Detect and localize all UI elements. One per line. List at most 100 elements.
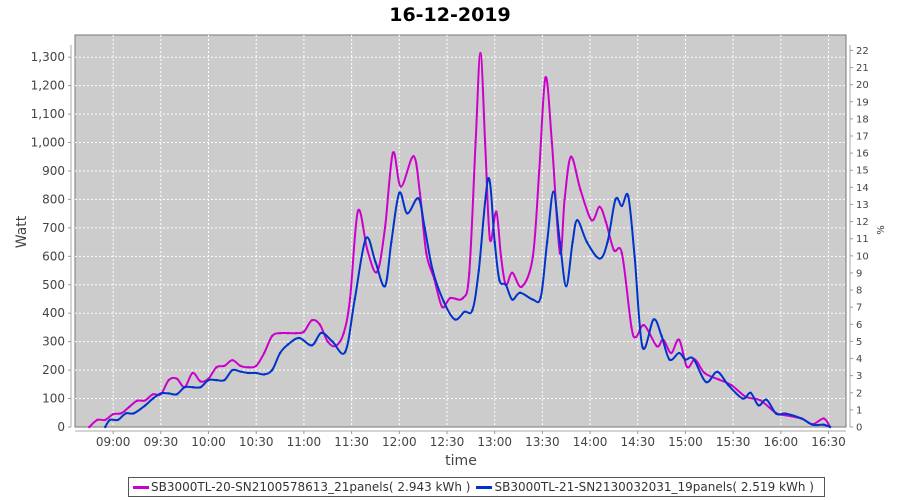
data-point	[652, 318, 655, 321]
data-point	[239, 364, 242, 368]
data-point	[544, 76, 547, 79]
data-point	[116, 418, 120, 422]
data-point	[531, 255, 535, 259]
data-point	[302, 330, 306, 333]
data-point	[239, 370, 242, 373]
data-point	[310, 344, 314, 347]
data-point	[692, 357, 695, 360]
data-point	[569, 155, 573, 158]
x-tick-label: 10:30	[239, 435, 274, 449]
data-point	[406, 212, 409, 215]
y-tick-label: 1,200	[31, 79, 65, 93]
data-point	[800, 417, 803, 420]
data-point	[344, 350, 347, 354]
data-point	[641, 345, 644, 349]
data-point	[223, 378, 226, 382]
data-point	[590, 218, 593, 222]
y2-tick-label: 11	[856, 234, 869, 245]
data-point	[441, 305, 444, 309]
data-point	[518, 291, 522, 294]
data-point	[811, 423, 814, 426]
data-point	[655, 345, 659, 348]
data-point	[215, 366, 218, 369]
data-point	[758, 399, 762, 402]
data-point	[510, 271, 514, 275]
data-point	[297, 336, 301, 340]
data-point	[199, 380, 202, 383]
data-point	[703, 371, 706, 375]
data-point	[531, 298, 535, 301]
data-point	[104, 425, 107, 429]
data-point	[383, 226, 387, 230]
data-point	[262, 373, 266, 376]
data-point	[612, 248, 616, 252]
data-point	[749, 391, 752, 395]
data-point	[487, 177, 490, 180]
data-point	[550, 141, 554, 144]
data-point	[127, 405, 131, 409]
data-point	[565, 284, 568, 288]
y-tick-label: 500	[42, 278, 65, 292]
data-point	[498, 279, 501, 282]
data-point	[143, 399, 147, 402]
y2-tick-label: 2	[856, 388, 862, 399]
data-point	[399, 185, 403, 188]
data-point	[320, 331, 323, 335]
data-point	[741, 397, 744, 400]
data-point	[571, 240, 574, 244]
data-point	[642, 323, 646, 327]
data-point	[423, 226, 426, 230]
data-point	[442, 300, 446, 304]
data-point	[598, 205, 601, 209]
data-point	[545, 240, 549, 244]
y2-tick-label: 6	[856, 320, 862, 331]
data-point	[558, 240, 562, 244]
data-point	[576, 218, 579, 222]
data-point	[270, 334, 274, 338]
legend: SB3000TL-20-SN2100578613_21panels( 2.943…	[128, 477, 825, 497]
x-tick-label: 13:30	[525, 435, 560, 449]
data-point	[488, 238, 492, 241]
data-point	[366, 249, 369, 252]
data-point	[262, 351, 266, 355]
x-tick-label: 09:00	[96, 435, 131, 449]
data-point	[286, 343, 290, 346]
data-point	[374, 260, 377, 264]
data-point	[668, 358, 671, 361]
plot-area	[74, 34, 847, 428]
data-point	[331, 340, 334, 343]
data-point	[677, 351, 681, 355]
y2-tick-label: 19	[856, 97, 869, 108]
legend-swatch	[476, 485, 493, 489]
data-point	[630, 325, 633, 329]
data-point	[765, 398, 768, 401]
y2-tick-label: 9	[856, 268, 862, 279]
y-tick-label: 100	[42, 392, 65, 406]
data-point	[412, 154, 415, 158]
data-point	[510, 298, 514, 301]
data-point	[620, 204, 624, 208]
data-point	[207, 378, 210, 382]
data-point	[677, 338, 681, 341]
data-point	[390, 240, 393, 244]
data-point	[495, 210, 498, 213]
data-point	[356, 209, 360, 213]
y-tick-label: 700	[42, 221, 65, 235]
data-point	[191, 385, 194, 389]
data-point	[135, 399, 139, 403]
y2-tick-label: 8	[856, 286, 862, 297]
data-point	[183, 385, 186, 389]
data-point	[579, 188, 582, 192]
data-point	[471, 308, 474, 312]
x-tick-label: 11:00	[287, 435, 322, 449]
data-point	[247, 366, 250, 369]
x-tick-label: 15:00	[668, 435, 703, 449]
y2-tick-label: 17	[856, 131, 869, 142]
data-point	[499, 255, 503, 258]
data-point	[143, 404, 147, 407]
data-point	[606, 240, 609, 244]
y2-tick-label: 3	[856, 371, 862, 382]
data-point	[255, 371, 258, 375]
data-point	[199, 385, 202, 389]
